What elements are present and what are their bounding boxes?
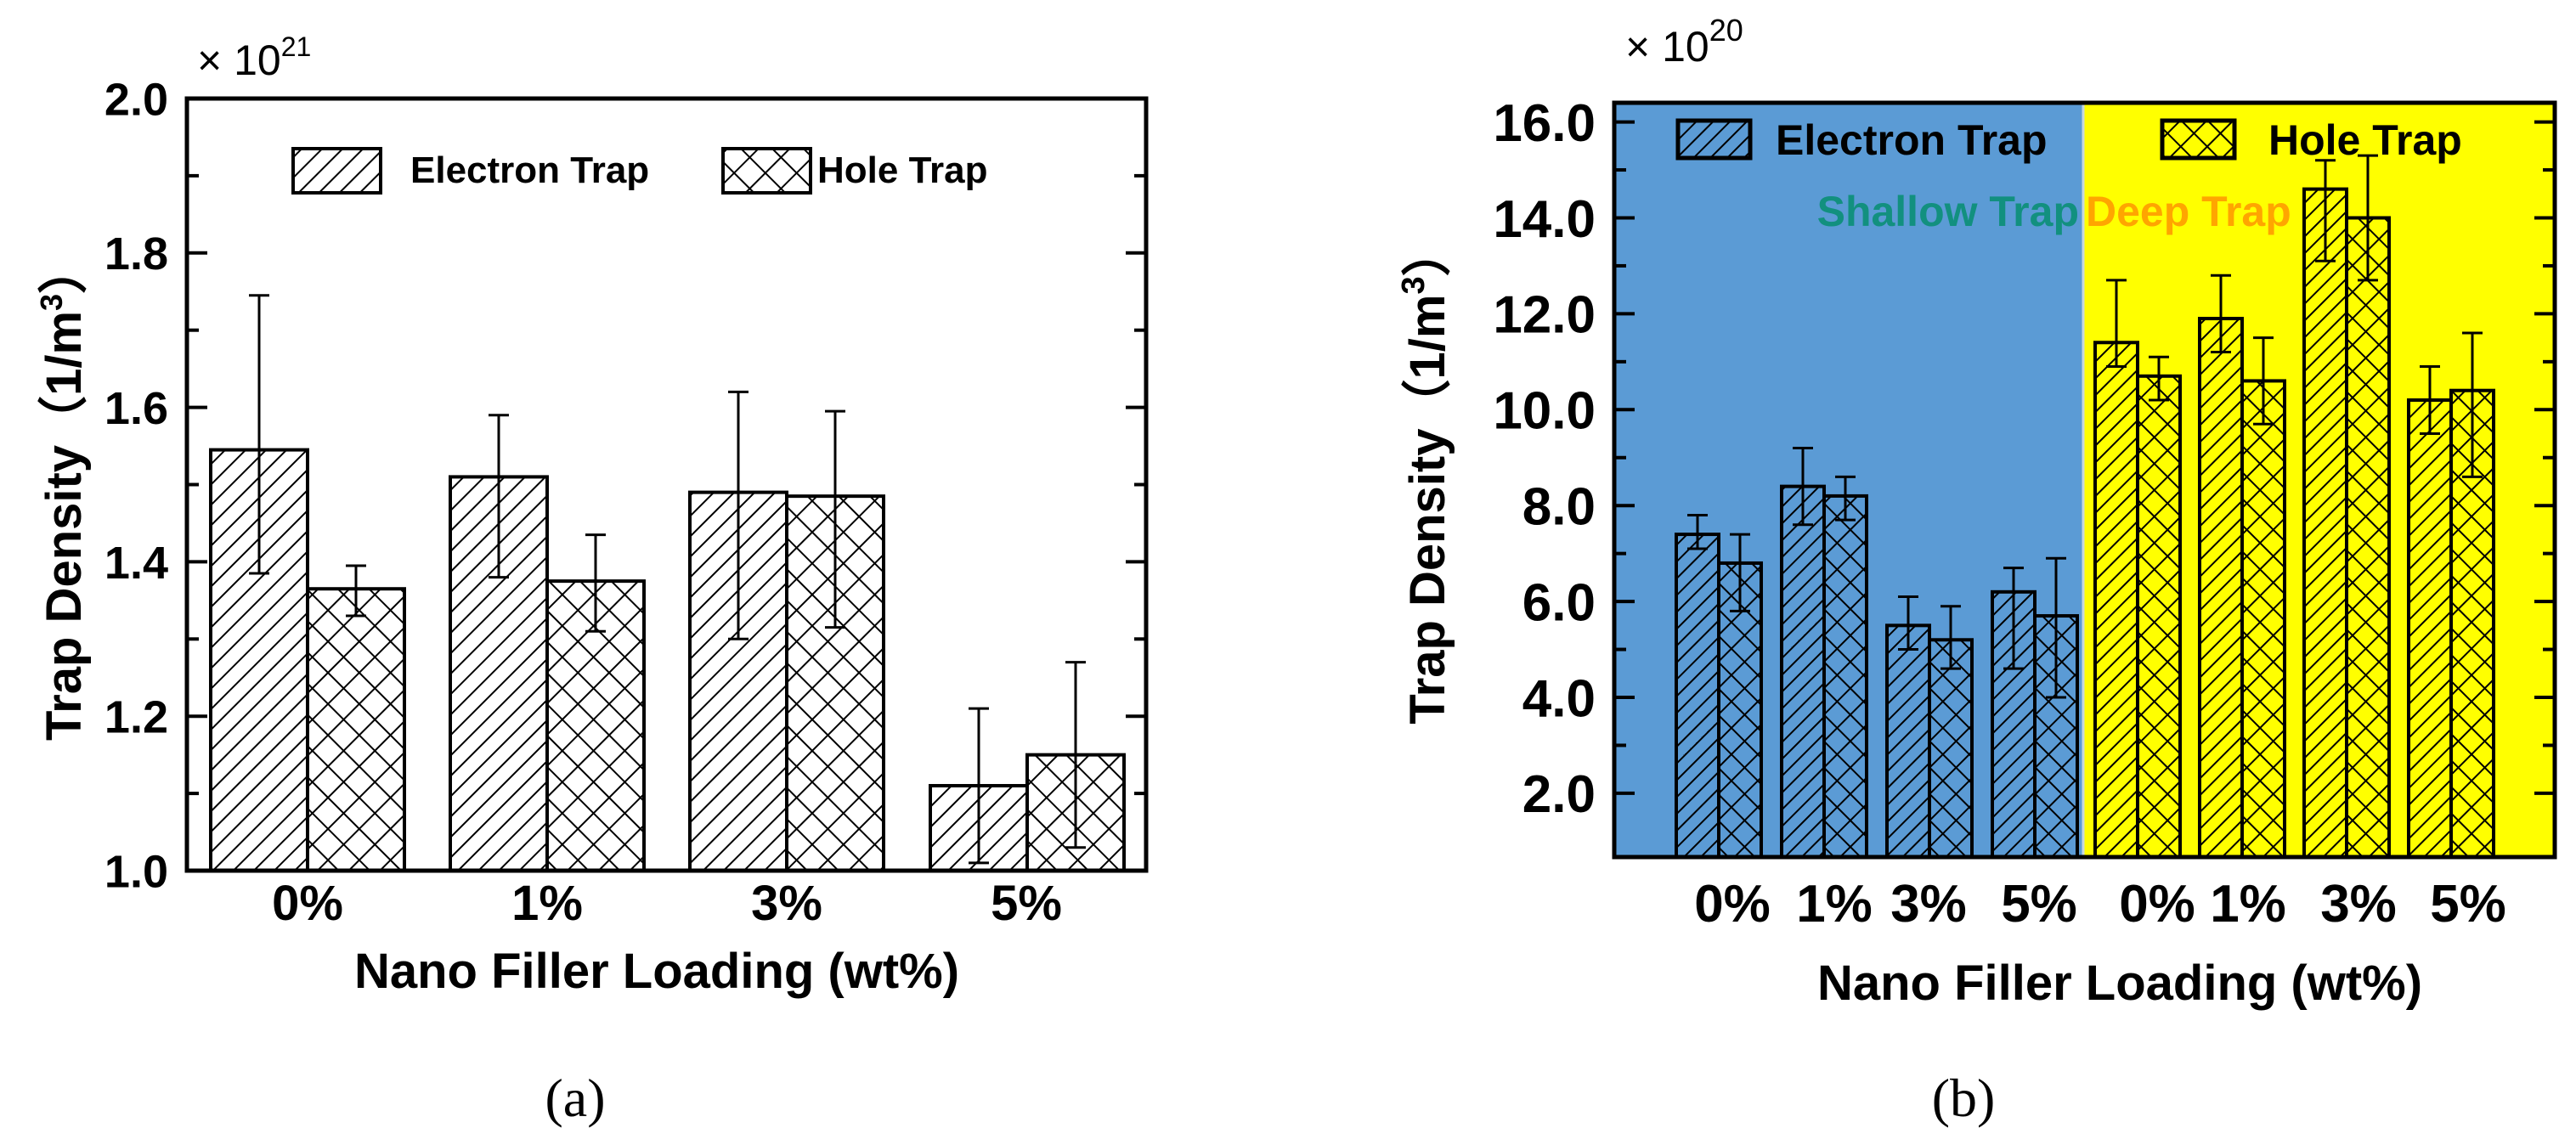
- panel-label-b: (b): [1932, 1068, 1996, 1128]
- legend-label-hole-b: Hole Trap: [2268, 116, 2462, 164]
- x-tick-label-6: 3%: [2320, 875, 2397, 933]
- y-tick-label-2: 1.4: [105, 538, 168, 589]
- bar-hole-1: [1822, 494, 1868, 859]
- bar-hole-4: [2136, 374, 2182, 859]
- x-tick-label-0: 0%: [272, 876, 343, 931]
- y-tick-label-5: 2.0: [105, 74, 168, 125]
- legend-swatch-hole-b: [2160, 118, 2237, 161]
- panel-label-a: (a): [545, 1068, 605, 1128]
- x-tick-label-5: 1%: [2210, 875, 2286, 933]
- x-axis-title-b: Nano Filler Loading (wt%): [1817, 956, 2422, 1011]
- y-tick-label-7: 16.0: [1493, 94, 1596, 153]
- x-axis-title-a: Nano Filler Loading (wt%): [354, 944, 959, 999]
- bar-electron-4: [2093, 341, 2139, 859]
- bar-electron-6: [2302, 187, 2348, 859]
- y-tick-label-1: 4.0: [1522, 669, 1596, 728]
- bar-hole-0: [306, 587, 406, 873]
- chart-b: 0% 1% 3% 5% 0% 1% 3% 5% 2.0 4.0 6.0 8.0 10.0 12.0 14.0…: [1396, 13, 2557, 1128]
- y-axis-title-b: Trap Density（1/m3）: [1396, 227, 1455, 724]
- legend-swatch-electron-b: [1675, 118, 1753, 161]
- bar-hole-6: [2345, 216, 2391, 859]
- legend-label-electron-b: Electron Trap: [1776, 116, 2048, 164]
- region-label-shallow: Shallow Trap: [1817, 188, 2079, 235]
- legend-label-hole-a: Hole Trap: [817, 149, 988, 191]
- y-tick-label-4: 10.0: [1493, 382, 1596, 441]
- legend-swatch-hole-a: [721, 147, 812, 195]
- y-tick-label-0: 2.0: [1522, 765, 1596, 824]
- multiplier-a: × 1021: [197, 31, 311, 84]
- chart-a: 0% 1% 3% 5% 1.0 1.2 1.4 1.6 1.8 2.0 × 1021 Electr…: [34, 31, 1149, 1128]
- plot-frame-b: [1612, 100, 2557, 860]
- y-tick-label-3: 1.6: [105, 383, 168, 434]
- y-axis-title-a: Trap Density（1/m3）: [34, 245, 92, 741]
- x-tick-label-1: 1%: [1796, 875, 1873, 933]
- y-ticks-b: 0% 1% 3% 5% 0% 1% 3% 5% 2.0 4.0 6.0 8.0 10.0 12.0 14.0…: [1493, 94, 2555, 933]
- multiplier-b: × 1020: [1625, 13, 1743, 71]
- y-ticks-a: 0% 1% 3% 5% 1.0 1.2 1.4 1.6 1.8 2.0: [105, 74, 1146, 931]
- legend-swatch-electron-a: [291, 147, 382, 195]
- x-tick-label-2: 3%: [751, 876, 822, 931]
- bar-electron-0: [1675, 533, 1720, 859]
- x-tick-label-3: 5%: [2001, 875, 2077, 933]
- x-tick-label-3: 5%: [991, 876, 1062, 931]
- bar-hole-2: [1928, 638, 1974, 859]
- bars-a: [209, 294, 1126, 873]
- legend-label-electron-a: Electron Trap: [410, 149, 649, 191]
- region-label-deep: Deep Trap: [2086, 188, 2291, 235]
- bar-electron-2: [1885, 623, 1931, 859]
- plot-frame-a: [184, 96, 1149, 873]
- y-tick-label-5: 12.0: [1493, 286, 1596, 345]
- x-tick-label-2: 3%: [1890, 875, 1967, 933]
- y-tick-label-1: 1.2: [105, 692, 168, 743]
- bar-electron-5: [2198, 317, 2244, 859]
- bar-hole-5: [2240, 379, 2286, 859]
- x-tick-label-1: 1%: [511, 876, 583, 931]
- bar-electron-7: [2407, 398, 2453, 859]
- x-tick-label-7: 5%: [2430, 875, 2506, 933]
- y-tick-label-0: 1.0: [105, 846, 168, 897]
- bars-b: [1675, 154, 2495, 859]
- x-tick-label-0: 0%: [1694, 875, 1771, 933]
- bar-electron-1: [1780, 484, 1826, 859]
- y-tick-label-2: 6.0: [1522, 573, 1596, 632]
- y-tick-label-6: 14.0: [1493, 190, 1596, 249]
- x-tick-label-4: 0%: [2119, 875, 2195, 933]
- y-tick-label-3: 8.0: [1522, 478, 1596, 537]
- y-tick-label-4: 1.8: [105, 228, 168, 279]
